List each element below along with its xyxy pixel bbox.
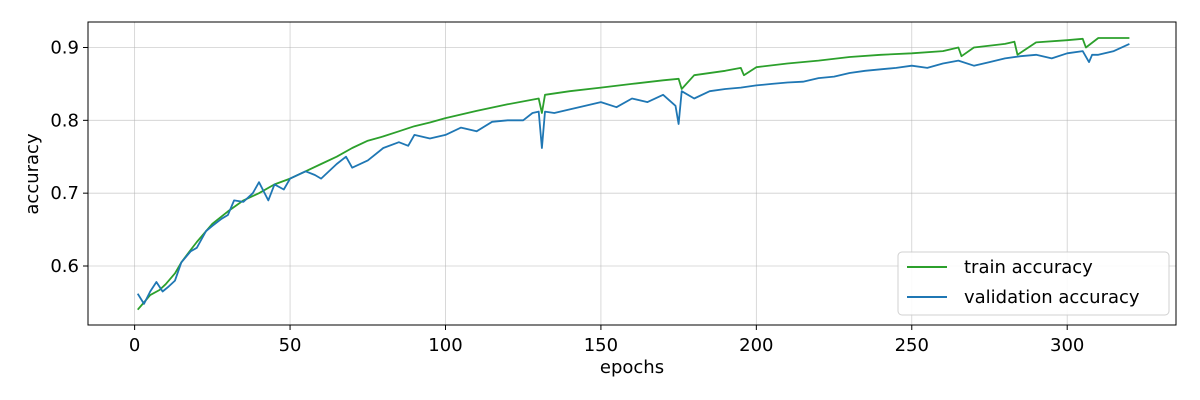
tick-layer: 0 50 100 150 200 250 300 0.6 0.7 0.8 0.9 xyxy=(50,37,1084,356)
x-tick-label: 250 xyxy=(895,335,929,356)
y-axis-label: accuracy xyxy=(22,133,43,215)
grid-layer xyxy=(88,22,1176,325)
series-layer xyxy=(136,37,1130,311)
legend: train accuracy validation accuracy xyxy=(897,251,1170,316)
x-tick-label: 0 xyxy=(129,335,140,356)
axes-frame xyxy=(87,21,1177,326)
legend-label-validation: validation accuracy xyxy=(964,287,1140,308)
y-tick-label: 0.9 xyxy=(50,37,79,58)
legend-label-train: train accuracy xyxy=(964,257,1093,278)
legend-box xyxy=(897,251,1170,316)
series-line-validation xyxy=(136,43,1130,305)
y-tick-label: 0.7 xyxy=(50,183,79,204)
x-axis-label: epochs xyxy=(600,357,664,378)
x-tick-label: 300 xyxy=(1050,335,1084,356)
x-tick-label: 50 xyxy=(279,335,302,356)
x-tick-label: 100 xyxy=(428,335,462,356)
y-tick-label: 0.8 xyxy=(50,110,79,131)
series-line-train xyxy=(137,37,1130,311)
x-tick-label: 150 xyxy=(584,335,618,356)
y-tick-label: 0.6 xyxy=(50,256,79,277)
x-tick-label: 200 xyxy=(739,335,773,356)
